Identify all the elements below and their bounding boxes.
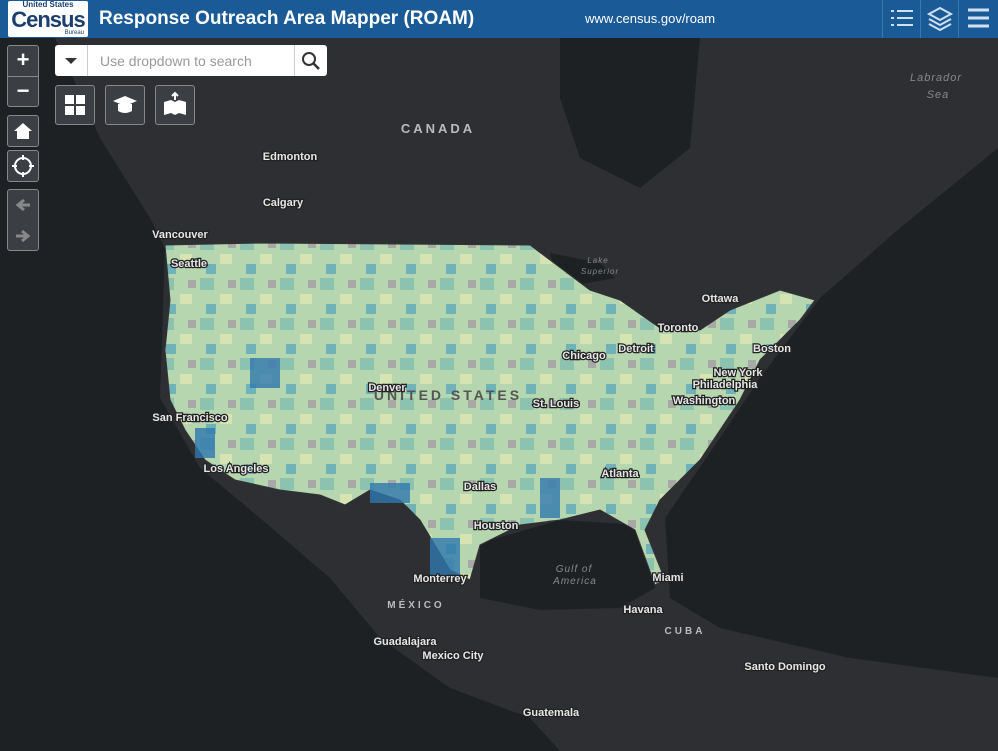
previous-extent[interactable]: [15, 198, 30, 212]
city-label: Chicago: [562, 350, 606, 362]
city-label: Monterrey: [413, 573, 467, 585]
water-label: Sea: [927, 89, 950, 101]
city-label: Ottawa: [702, 293, 740, 305]
search-box[interactable]: Use dropdown to search: [55, 45, 327, 76]
water-label: Lake: [587, 256, 608, 265]
city-label: Dallas: [464, 481, 496, 493]
city-label: Seattle: [171, 258, 207, 270]
hudson-bay: [560, 38, 700, 188]
country-label: CUBA: [665, 626, 706, 637]
atlantic-ocean: [665, 148, 998, 678]
country-label: MÉXICO: [387, 598, 444, 611]
zoom-out[interactable]: −: [16, 78, 30, 103]
logo-main: Census: [11, 7, 85, 32]
locate-button[interactable]: [7, 150, 39, 182]
city-label: Edmonton: [263, 151, 318, 163]
water-label: Superior: [581, 267, 619, 276]
city-label: St. Louis: [533, 398, 579, 410]
city-label: Guadalajara: [374, 636, 438, 648]
search-placeholder: Use dropdown to search: [100, 53, 252, 69]
city-label: Calgary: [263, 197, 304, 209]
share-button[interactable]: [155, 85, 195, 125]
zoom-control: + −: [7, 45, 39, 107]
water-label: America: [552, 576, 597, 587]
water-label: Gulf of: [556, 564, 593, 575]
basemap-button[interactable]: [55, 85, 95, 125]
education-button[interactable]: [105, 85, 145, 125]
city-label: Atlanta: [601, 468, 639, 480]
us-choropleth[interactable]: [164, 242, 816, 586]
city-label: Santo Domingo: [744, 661, 826, 673]
zoom-in[interactable]: +: [8, 46, 38, 77]
search-dropdown[interactable]: [55, 45, 88, 76]
high-value-areas: [195, 358, 560, 578]
census-logo[interactable]: United States Census Bureau: [8, 1, 88, 37]
legend-button[interactable]: [882, 0, 921, 38]
city-label: Vancouver: [152, 229, 208, 241]
next-extent[interactable]: [16, 229, 31, 243]
logo-top: United States: [22, 0, 74, 9]
city-label: Denver: [368, 382, 406, 394]
layers-button[interactable]: [920, 0, 959, 38]
water-label: Labrador: [910, 72, 962, 84]
city-label: Guatemala: [523, 707, 580, 719]
map[interactable]: CANADA UNITED STATES MÉXICO CUBA Labrado…: [0, 38, 998, 751]
extent-navigation: [7, 189, 39, 251]
city-label: Mexico City: [422, 650, 484, 662]
city-label: Detroit: [618, 343, 654, 355]
city-label: Los Angeles: [204, 463, 269, 475]
city-label: Philadelphia: [693, 379, 759, 391]
city-label: San Francisco: [152, 412, 227, 424]
city-label: Toronto: [658, 322, 699, 334]
city-label: Miami: [652, 572, 683, 584]
header: United States Census Bureau Response Out…: [0, 0, 998, 38]
country-label: UNITED STATES: [374, 387, 522, 403]
app-title: Response Outreach Area Mapper (ROAM): [99, 8, 475, 29]
city-label: New York: [713, 367, 763, 379]
city-label: Boston: [753, 343, 791, 355]
gulf: [480, 520, 655, 610]
pacific-ocean: [0, 38, 560, 751]
search-button[interactable]: [294, 45, 327, 76]
city-label: Washington: [673, 395, 736, 407]
city-labels: Edmonton Calgary Vancouver Seattle Ottawa Tor…: [151, 150, 827, 721]
logo-bottom: Bureau: [64, 30, 84, 36]
city-label: Havana: [623, 604, 663, 616]
home-button[interactable]: [7, 115, 39, 147]
city-label: Houston: [474, 520, 519, 532]
country-label: CANADA: [401, 121, 475, 136]
app-url[interactable]: www.census.gov/roam: [585, 11, 716, 26]
menu-button[interactable]: [958, 0, 998, 38]
